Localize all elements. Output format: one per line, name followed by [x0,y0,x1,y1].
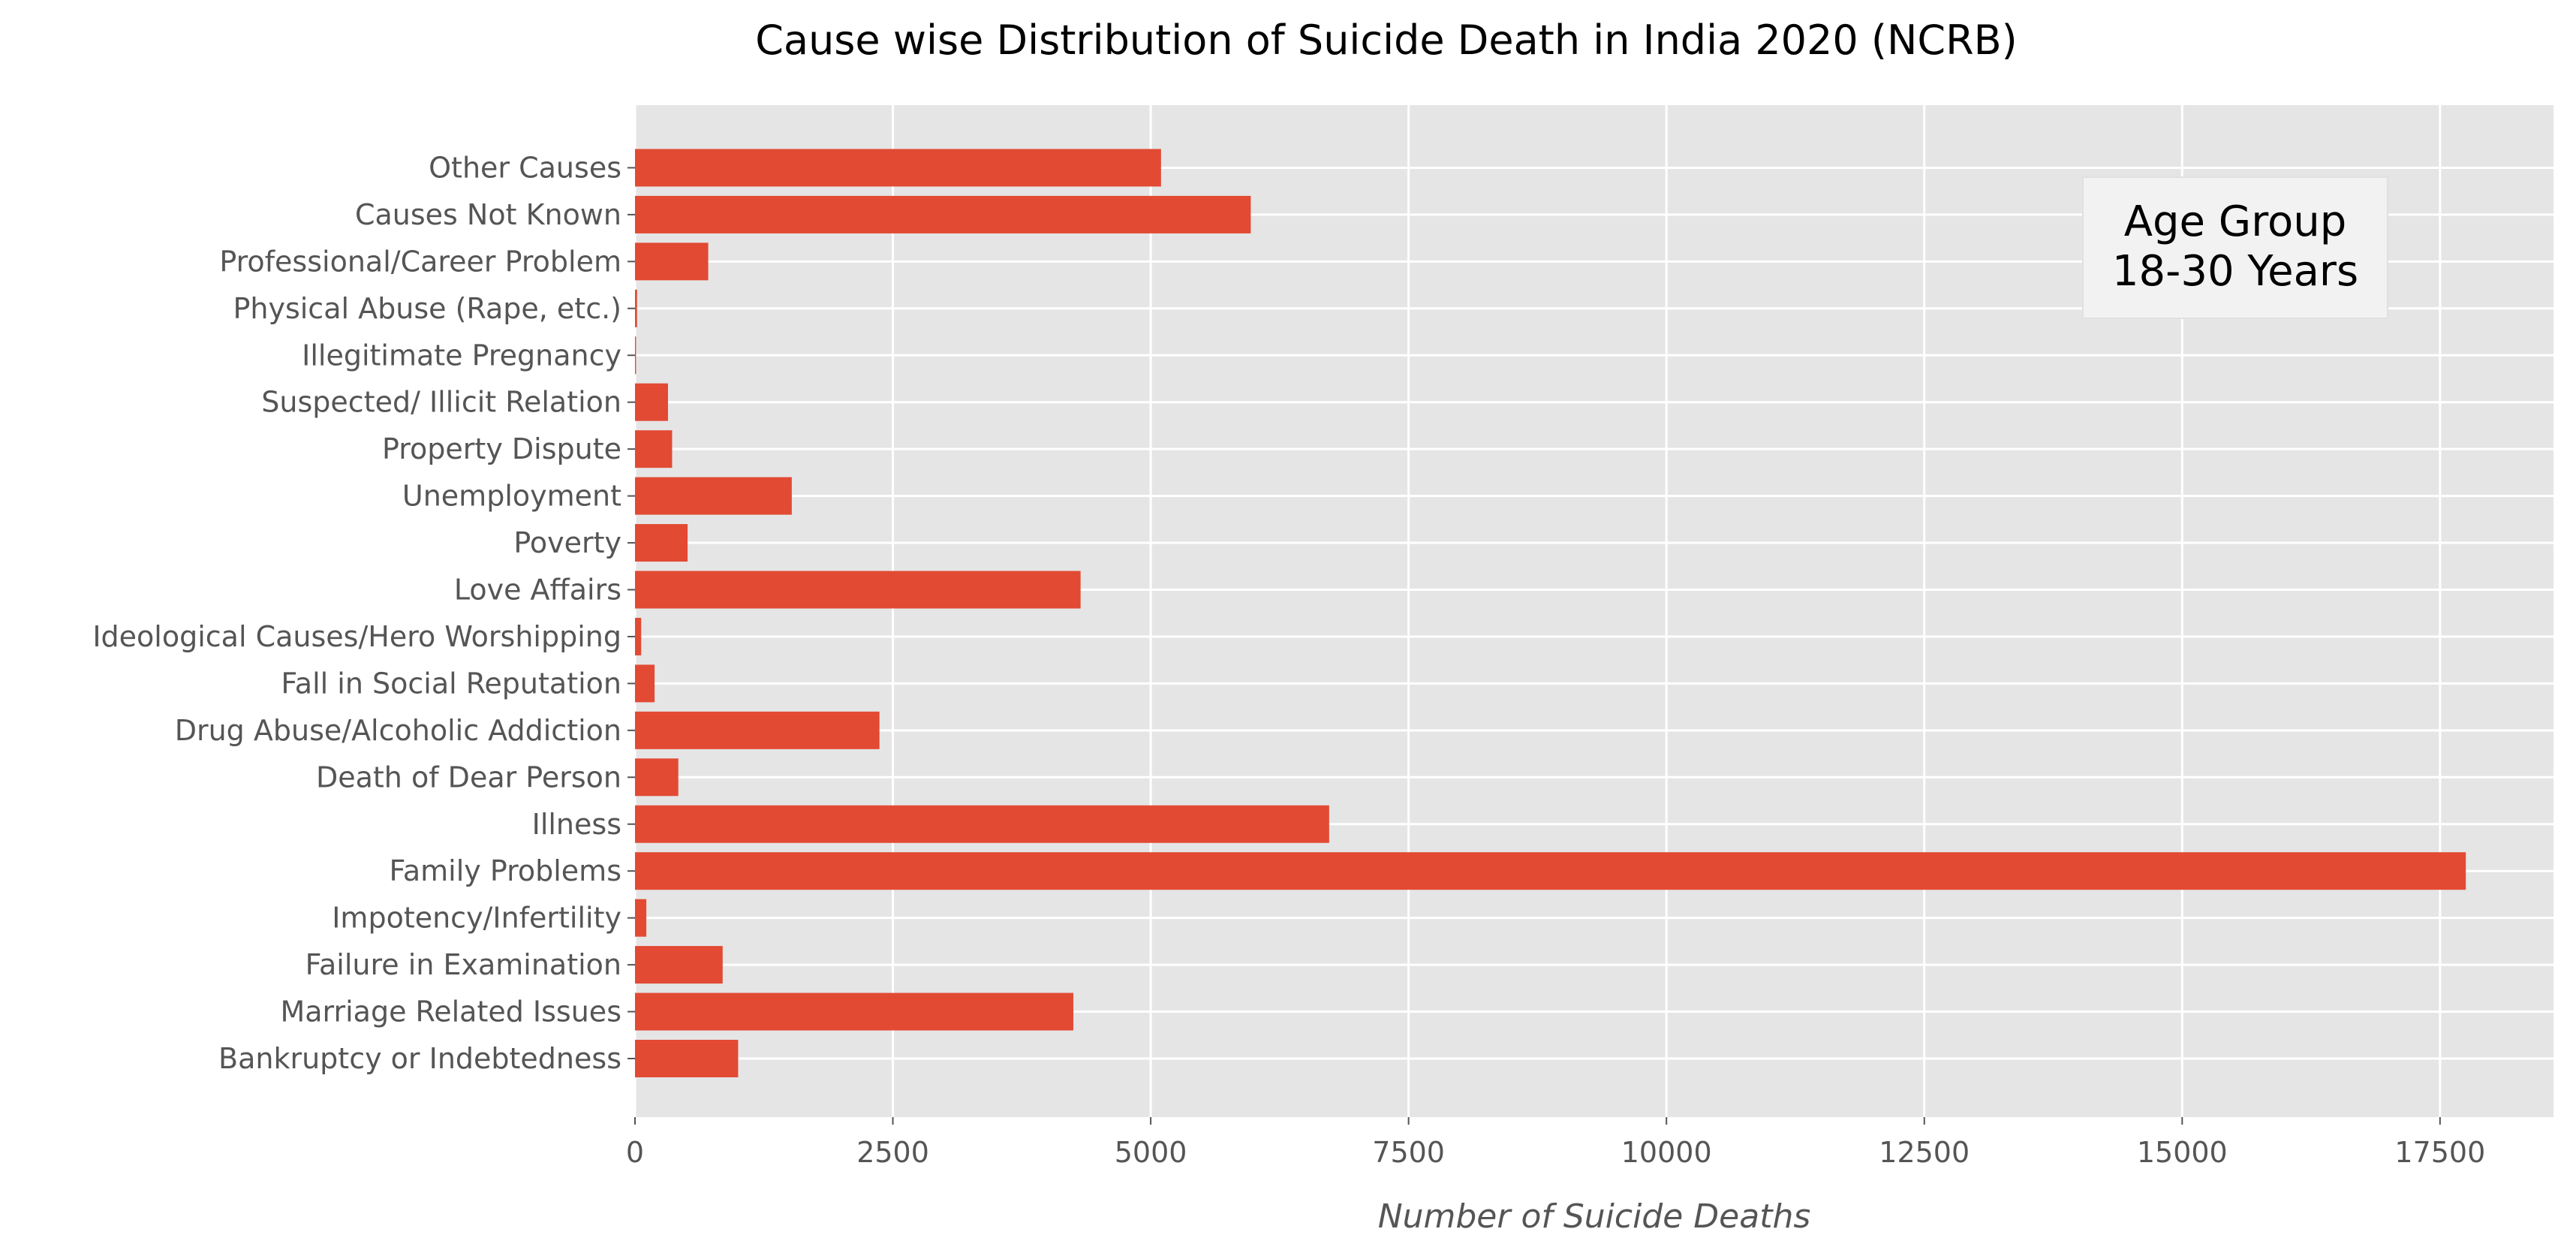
x-tick-label: 0 [626,1136,644,1169]
x-tick-label: 15000 [2137,1136,2228,1169]
y-tick-label: Illegitimate Pregnancy [302,339,621,372]
y-tick-label: Physical Abuse (Rape, etc.) [233,292,621,325]
annotation-line-2: 18-30 Years [2112,247,2358,296]
bar [635,1040,739,1077]
y-tick-label: Suspected/ Illicit Relation [261,386,621,419]
y-axis: Bankruptcy or Indebtedness Marriage Relat… [92,151,635,1075]
x-tick-label: 10000 [1621,1136,1712,1169]
y-tick-label: Causes Not Known [355,198,621,231]
x-tick-label: 17500 [2394,1136,2485,1169]
y-tick-label: Failure in Examination [305,948,621,981]
bar [635,289,637,327]
x-tick-label: 7500 [1372,1136,1445,1169]
y-tick-label: Love Affairs [454,574,621,607]
y-tick-label: Professional/Career Problem [219,245,621,278]
bar [635,617,642,655]
bar [635,758,679,797]
bar [635,430,673,468]
chart-title: Cause wise Distribution of Suicide Death… [755,17,2017,64]
y-tick-label: Impotency/Infertility [332,902,621,935]
x-tick-label: 2500 [856,1136,929,1169]
y-tick-label: Death of Dear Person [316,761,621,794]
bar [635,383,668,421]
y-tick-label: Marriage Related Issues [280,995,621,1029]
x-axis-label: Number of Suicide Deaths [1378,1197,1811,1236]
bar [635,899,647,937]
bar [635,664,655,703]
bar [635,571,1081,609]
x-tick-label: 12500 [1879,1136,1970,1169]
y-tick-label: Drug Abuse/Alcoholic Addiction [175,714,621,747]
y-tick-label: Ideological Causes/Hero Worshipping [92,620,621,653]
bar [635,242,709,281]
y-tick-label: Illness [532,808,621,841]
annotation-box [2082,176,2388,319]
x-axis: 0 2500 5000 7500 10000 12500 15000 17500 [626,1117,2485,1169]
y-tick-label: Fall in Social Reputation [281,667,621,700]
bar [635,336,636,375]
y-tick-label: Family Problems [389,854,621,887]
y-tick-label: Other Causes [429,151,621,184]
bar [635,477,792,515]
bar [635,805,1329,843]
y-tick-label: Bankruptcy or Indebtedness [218,1042,621,1075]
bar [635,711,880,749]
bar [635,992,1074,1031]
bars [635,149,2466,1077]
age-group-annotation: Age Group 18-30 Years [2082,176,2388,319]
x-tick-label: 5000 [1115,1136,1187,1169]
annotation-line-1: Age Group [2124,197,2347,246]
y-tick-label: Poverty [513,526,621,559]
bar [635,149,1161,187]
y-tick-label: Property Dispute [382,432,621,465]
bar [635,946,723,984]
y-tick-label: Unemployment [402,480,621,513]
bar [635,195,1251,233]
bar [635,524,688,562]
bar [635,852,2466,890]
